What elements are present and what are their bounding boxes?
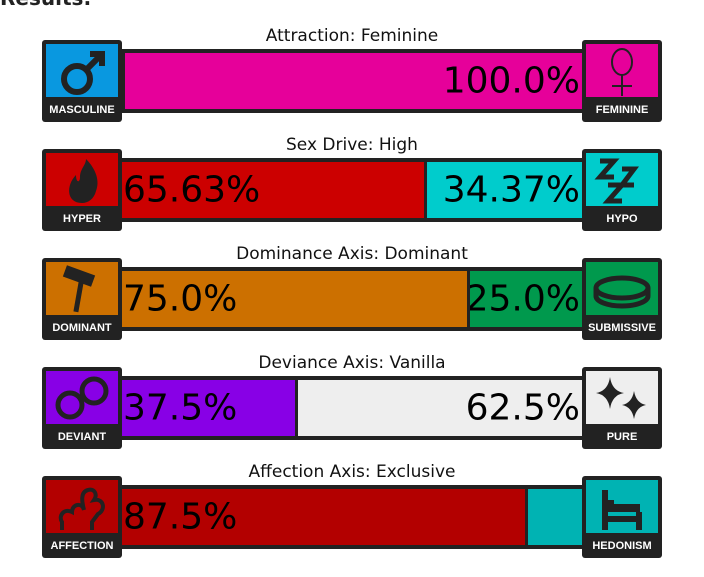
right-pole-badge: HEDONISM [582,476,662,558]
right-pole-label: HYPO [606,213,638,225]
left-pole-badge: MASCULINE [42,40,122,122]
axis-row: Deviance Axis: Vanilla DEVIANT 37.5% 62.… [42,353,662,449]
right-pole-label: PURE [606,431,638,443]
male-symbol-icon [46,44,118,97]
axis-title: Sex Drive: High [286,135,418,155]
axis-row: Dominance Axis: Dominant DOMINANT 75.0% … [42,244,662,340]
right-percent: 34.37% [442,169,580,211]
bed-icon [586,480,658,533]
left-pole-label: AFFECTION [50,540,114,552]
left-pole-label: DEVIANT [57,431,107,443]
collar-icon [586,262,658,315]
handcuffs-icon [46,371,118,424]
female-symbol-icon [586,44,658,97]
left-percent: 75.0% [123,278,238,320]
axis-title: Dominance Axis: Dominant [236,244,468,264]
sparkles-icon [586,371,658,424]
right-pole-badge: HYPO [582,149,662,231]
right-pole-label: FEMININE [595,104,649,116]
right-pole-label: SUBMISSIVE [588,322,656,334]
axis-title: Attraction: Feminine [265,26,439,46]
gavel-icon [46,262,118,315]
left-segment: 65.63% [122,162,424,218]
right-percent: 25.0% [467,278,580,320]
result-bar: 100.0% [122,49,582,113]
result-bar: 65.63% 34.37% [122,158,582,222]
right-segment: 25.0% [467,271,582,327]
left-pole-label: HYPER [63,213,101,225]
left-percent: 65.63% [123,169,261,211]
right-segment: 34.37% [423,162,582,218]
right-percent: 62.5% [465,387,580,429]
right-segment: 62.5% [294,380,582,436]
result-bar: 75.0% 25.0% [122,267,582,331]
left-segment: 87.5% [122,489,525,545]
flame-icon [46,153,118,206]
axis-row: Affection Axis: Exclusive AFFECTION 87.5… [42,462,662,558]
left-segment: 75.0% [122,271,467,327]
result-bar: 37.5% 62.5% [122,376,582,440]
left-pole-badge: HYPER [42,149,122,231]
right-pole-label: HEDONISM [592,540,652,552]
left-pole-label: MASCULINE [49,104,115,116]
axis-title: Affection Axis: Exclusive [248,462,456,482]
right-pole-badge: PURE [582,367,662,449]
left-percent: 37.5% [123,387,238,429]
left-pole-badge: DEVIANT [42,367,122,449]
right-segment: 100.0% [122,53,582,109]
sleep-zzz-icon [586,153,658,206]
axis-title: Deviance Axis: Vanilla [258,353,446,373]
left-segment: 37.5% [122,380,295,436]
hearts-icon [46,480,118,533]
result-bar: 87.5% [122,485,582,549]
left-percent: 87.5% [123,496,238,538]
left-pole-badge: AFFECTION [42,476,122,558]
results-heading: Results: [0,0,91,10]
right-segment [524,489,582,545]
left-pole-label: DOMINANT [52,322,112,334]
left-pole-badge: DOMINANT [42,258,122,340]
right-pole-badge: FEMININE [582,40,662,122]
right-pole-badge: SUBMISSIVE [582,258,662,340]
axis-row: Sex Drive: High HYPER 65.63% 34.37% HYPO [42,135,662,231]
right-percent: 100.0% [442,60,580,102]
axis-row: Attraction: Feminine MASCULINE 100.0% FE… [42,26,662,122]
